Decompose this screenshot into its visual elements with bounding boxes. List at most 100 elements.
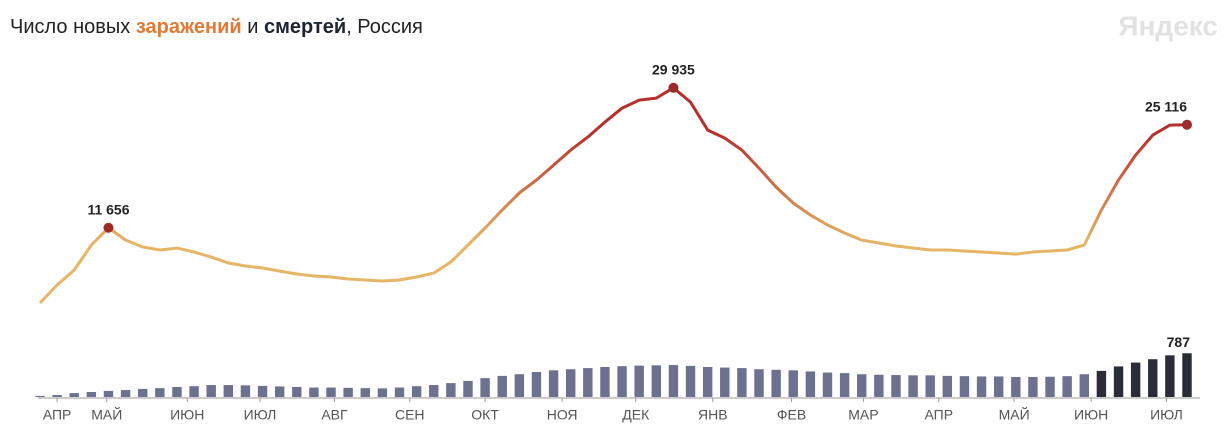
- death-bar: [69, 393, 79, 397]
- x-tick-label: ИЮН: [1074, 407, 1108, 423]
- death-bar: [463, 380, 473, 397]
- death-bar: [788, 370, 798, 397]
- title-part: смертей: [264, 16, 346, 38]
- death-bar: [206, 385, 216, 397]
- death-bar: [274, 386, 285, 397]
- death-bar: [976, 376, 987, 397]
- death-bar: [138, 388, 148, 397]
- death-bar: [548, 370, 559, 397]
- title-part: заражений: [136, 16, 242, 38]
- death-bar: [394, 387, 405, 397]
- death-bar: [326, 387, 336, 397]
- death-bar: [172, 387, 182, 397]
- death-bar: [720, 367, 730, 397]
- peak-point: [668, 82, 679, 93]
- death-bar: [891, 375, 901, 397]
- death-bar: [35, 395, 45, 397]
- x-tick-label: АПР: [924, 407, 953, 423]
- death-bar: [360, 388, 370, 397]
- death-bar: [822, 372, 833, 397]
- death-bar: [702, 367, 713, 397]
- death-bar: [771, 369, 781, 397]
- death-bar: [565, 369, 576, 397]
- death-bar: [1011, 377, 1021, 397]
- death-bar: [240, 385, 251, 397]
- death-bar: [531, 372, 542, 397]
- x-tick-label: ФЕВ: [777, 407, 806, 423]
- death-bar: [1096, 370, 1107, 397]
- death-bar: [514, 374, 525, 397]
- title-part: , Россия: [346, 16, 423, 38]
- x-tick-label: АВГ: [321, 407, 348, 423]
- death-bar: [857, 374, 867, 397]
- death-bar: [257, 385, 268, 397]
- death-bar: [1130, 362, 1141, 397]
- death-bar: [651, 365, 662, 397]
- x-tick-label: ЯНВ: [698, 407, 728, 423]
- death-bar: [223, 385, 234, 397]
- x-tick-label: ДЕК: [622, 407, 650, 423]
- death-bar: [497, 375, 507, 397]
- death-bar: [874, 374, 884, 397]
- death-bar: [411, 386, 422, 397]
- death-bar: [309, 387, 319, 397]
- value-label: 11 656: [87, 201, 129, 217]
- x-tick-label: МАР: [848, 407, 878, 423]
- peak-point: [1182, 119, 1192, 130]
- death-bar: [429, 385, 439, 397]
- death-bar: [942, 375, 953, 397]
- death-bar: [480, 378, 490, 397]
- death-bar: [1113, 366, 1124, 397]
- x-tick-label: ИЮЛ: [1150, 407, 1183, 423]
- death-bar: [343, 387, 353, 397]
- death-bar: [925, 375, 935, 397]
- death-bar: [189, 386, 199, 397]
- infection-line: [38, 86, 1188, 305]
- death-bar: [377, 388, 388, 397]
- death-bar: [737, 368, 747, 397]
- x-tick-label: ИЮЛ: [244, 407, 277, 423]
- death-bar: [155, 388, 165, 397]
- peak-point: [103, 222, 114, 233]
- death-bar: [993, 376, 1004, 397]
- death-bar: [292, 387, 302, 397]
- death-bar: [103, 390, 114, 397]
- chart-title: Число новых заражений и смертей, Россия: [10, 16, 423, 38]
- death-bar: [1182, 353, 1192, 397]
- death-bar: [120, 390, 131, 397]
- death-bar: [583, 368, 593, 397]
- x-tick-label: СЕН: [395, 407, 425, 423]
- death-bar: [839, 373, 850, 397]
- x-tick-label: ИЮН: [170, 407, 204, 423]
- death-bar: [685, 365, 696, 397]
- death-bar: [446, 383, 456, 397]
- value-label: 29 935: [652, 62, 695, 78]
- death-bar: [805, 371, 816, 397]
- death-bar: [1165, 355, 1175, 397]
- value-label: 787: [1167, 334, 1191, 350]
- death-bar: [908, 375, 918, 397]
- death-bar: [1062, 376, 1072, 397]
- death-bar: [959, 376, 970, 397]
- death-bar: [1079, 374, 1089, 397]
- x-tick-label: НОЯ: [547, 407, 578, 423]
- x-tick-label: МАЙ: [999, 406, 1030, 423]
- death-bar: [617, 366, 627, 397]
- death-bar: [600, 367, 610, 397]
- death-bar: [1028, 377, 1038, 397]
- death-bar: [668, 365, 679, 397]
- brand-logo: Яндекс: [1118, 10, 1218, 41]
- death-bar: [86, 392, 97, 397]
- death-bar: [754, 369, 764, 397]
- title-part: Число новых: [10, 16, 136, 38]
- death-bar: [52, 395, 62, 397]
- death-bar: [634, 365, 644, 397]
- x-tick-label: ОКТ: [471, 407, 499, 423]
- value-label: 25 116: [1145, 98, 1187, 114]
- title-part: и: [242, 16, 264, 38]
- death-bar: [1148, 359, 1158, 397]
- x-tick-label: МАЙ: [91, 406, 122, 423]
- death-bar: [1045, 376, 1055, 397]
- x-tick-label: АПР: [43, 407, 72, 423]
